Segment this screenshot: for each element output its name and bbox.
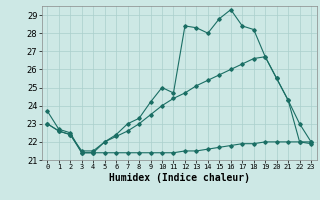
X-axis label: Humidex (Indice chaleur): Humidex (Indice chaleur) bbox=[109, 173, 250, 183]
